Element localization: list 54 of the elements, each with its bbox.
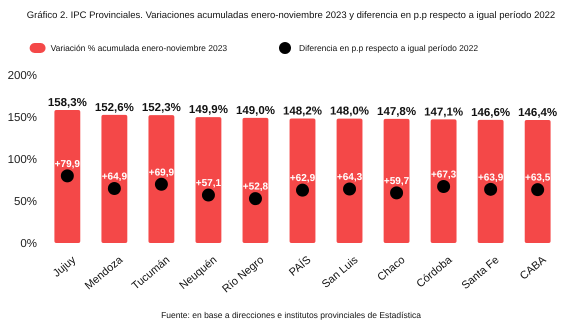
data-label: 147,1% <box>424 106 464 118</box>
data-label: +69,9 <box>148 167 174 178</box>
bar <box>101 114 128 243</box>
data-label: +63,9 <box>478 172 504 184</box>
data-label: 152,3% <box>142 102 181 114</box>
bar <box>290 118 316 243</box>
y-tick-label: 0% <box>20 238 37 250</box>
point <box>108 182 121 195</box>
bar <box>430 119 457 243</box>
data-label: +63,5 <box>525 172 551 184</box>
data-label: 149,9% <box>188 104 228 116</box>
data-label: 146,6% <box>471 106 510 119</box>
bar <box>148 115 174 243</box>
data-label: +64,9 <box>102 171 128 182</box>
source-note: Fuente: en base a direcciones e institutos provinciales de Estadística <box>161 310 422 320</box>
y-tick-label: 200% <box>8 70 37 82</box>
bar <box>242 118 268 243</box>
data-label: 148,0% <box>330 106 370 118</box>
y-tick-label: 150% <box>8 112 37 124</box>
x-tick-label: San Luis <box>320 254 361 291</box>
bar <box>196 117 222 243</box>
point <box>437 180 450 193</box>
y-tick-label: 100% <box>8 154 37 166</box>
bar <box>524 120 551 243</box>
data-label: 149,0% <box>236 104 275 117</box>
bar <box>54 110 80 243</box>
bar <box>478 120 504 243</box>
point <box>343 182 356 196</box>
data-label: 152,6% <box>94 102 134 114</box>
point <box>154 178 168 191</box>
bar <box>384 118 410 243</box>
data-label: +64,3 <box>336 172 363 183</box>
data-label: 146,4% <box>518 107 558 120</box>
y-tick-label: 50% <box>14 196 37 208</box>
point <box>60 169 74 182</box>
point <box>390 186 404 200</box>
point <box>531 183 544 196</box>
data-label: 158,3% <box>48 97 87 110</box>
data-label: +67,3 <box>430 169 457 180</box>
legend-label: Variación % acumulada enero-noviembre 2023 <box>50 42 228 53</box>
data-label: +52,8 <box>242 182 269 193</box>
point <box>296 184 309 197</box>
data-label: 147,8% <box>377 106 416 118</box>
data-label: +59,7 <box>384 176 410 187</box>
point <box>484 182 498 196</box>
bar <box>336 118 362 243</box>
data-label: +62,9 <box>290 173 316 184</box>
legend-label: Diferencia en p.p respecto a igual período 2022 <box>299 42 478 53</box>
data-label: 148,2% <box>282 106 322 118</box>
chart-title: Gráfico 2. IPC Provinciales. Variaciones acumuladas enero-noviembre 2023 y diferencia en p.p respecto a igual período 2022 <box>26 10 556 21</box>
data-label: +79,9 <box>54 158 80 170</box>
data-label: +57,1 <box>196 178 222 190</box>
point <box>248 192 262 206</box>
point <box>202 188 215 202</box>
